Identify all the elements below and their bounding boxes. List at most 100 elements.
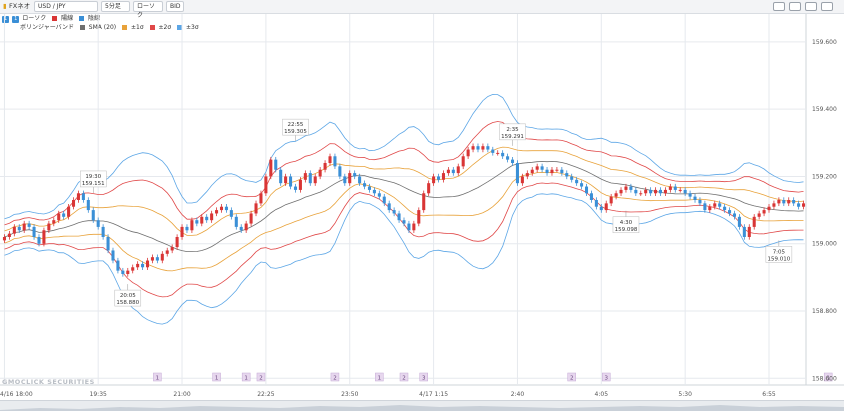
candle-up (441, 173, 445, 180)
candle-up (668, 186, 672, 190)
annotation-time: 4:30 (620, 220, 633, 226)
annotation-time: 20:05 (120, 293, 136, 299)
candle-up (259, 193, 263, 204)
candle-down (224, 206, 228, 211)
legend-3sigma-label: ±3σ (185, 24, 199, 31)
candle-down (649, 189, 653, 194)
x-tick-label: 22:25 (257, 391, 274, 398)
x-tick-label: 23:50 (341, 391, 358, 398)
event-markers: 1 1 1 2 2 1 2 3 2 3 1 (153, 372, 833, 382)
candle-up (619, 189, 623, 194)
candle-up (219, 206, 224, 211)
candle-up (550, 169, 554, 174)
annotation-box (80, 170, 107, 188)
x-tick-label: 21:00 (173, 391, 190, 398)
candle-up (328, 156, 332, 163)
candle-up (417, 210, 421, 224)
event-marker (241, 372, 251, 382)
candle-up (145, 260, 150, 268)
candle-down (185, 226, 189, 231)
draw-line-icon[interactable] (773, 2, 785, 11)
legend-tag[interactable]: 1 (12, 16, 20, 23)
candle-down (723, 206, 727, 211)
candle-up (254, 203, 258, 214)
candle-up (47, 223, 51, 231)
candle-down (27, 223, 31, 227)
candle-up (175, 237, 179, 248)
candle-up (614, 193, 618, 197)
legend-down-label: 陰線 (87, 15, 100, 22)
candle-down (279, 169, 283, 184)
candle-up (678, 189, 682, 191)
timeframe-select[interactable]: 5分足 (101, 1, 130, 12)
candle-down (737, 216, 741, 227)
currency-pair-select[interactable]: USD / JPY (34, 1, 98, 12)
candle-down (486, 146, 490, 150)
legend-2sigma-label: ±2σ (158, 24, 172, 31)
event-marker-label: 2 (259, 376, 263, 382)
event-marker-label: 1 (378, 376, 382, 382)
candle-down (397, 213, 401, 221)
candle-up (190, 220, 194, 231)
annotation-price: 159.305 (284, 129, 307, 135)
candle-down (111, 250, 115, 261)
lower-1sigma-line (4, 171, 804, 272)
candle-down (387, 203, 391, 211)
candle-down (718, 203, 722, 207)
candle-up (57, 213, 61, 221)
candle-down (792, 200, 796, 204)
screenshot-icon[interactable] (805, 2, 817, 11)
y-tick-label: 159.000 (812, 241, 837, 248)
event-marker-label: 2 (570, 376, 574, 382)
candle-down (742, 226, 746, 237)
candle-up (170, 247, 174, 251)
candle-up (200, 216, 204, 224)
event-marker-label: 3 (604, 376, 608, 382)
indicator-icon[interactable] (789, 2, 801, 11)
settings-icon[interactable] (821, 2, 833, 11)
legend-2sigma-swatch (149, 25, 155, 30)
candle-up (52, 220, 56, 224)
event-marker-label: 1 (826, 376, 830, 382)
event-marker (375, 372, 384, 382)
candle-down (599, 206, 603, 211)
x-tick-label: 4/16 18:00 (0, 391, 33, 398)
candle-up (802, 203, 806, 207)
event-marker (567, 372, 576, 382)
y-tick-label: 158.600 (812, 375, 837, 382)
x-tick-label: 6:55 (762, 391, 776, 398)
app-label: FXネオ (9, 2, 31, 10)
candle-up (303, 173, 307, 180)
candle-down (565, 173, 569, 177)
candle-up (22, 223, 26, 231)
candle-down (106, 237, 110, 251)
candle-up (624, 186, 628, 190)
candle-down (96, 220, 100, 227)
upper-2sigma-line (4, 121, 804, 226)
annotation-price: 158.880 (116, 300, 139, 306)
candle-up (555, 169, 559, 171)
price-side-select[interactable]: BID (166, 1, 184, 12)
candle-up (787, 200, 791, 204)
event-marker-label: 1 (215, 376, 219, 382)
legend-row-candles: 1 1 ローソク 陽線 陰線 (2, 14, 100, 23)
event-marker (823, 372, 833, 382)
candle-up (284, 176, 288, 184)
price-axis: 159.600 159.400 159.200 159.000 158.800 158.6… (812, 39, 837, 382)
annotation-time: 22:55 (288, 122, 304, 128)
chart-style-select[interactable]: ローソク (133, 1, 163, 19)
legend-1sigma-swatch (122, 25, 128, 30)
annotation-time: 19:30 (85, 174, 101, 180)
candle-up (210, 213, 214, 221)
candle-up (313, 176, 317, 184)
candle-down (570, 176, 574, 180)
candle-down (62, 213, 66, 217)
annotation-price: 159.151 (82, 181, 105, 187)
candle-down (32, 226, 36, 237)
overview-navigator[interactable] (0, 400, 844, 411)
candle-up (160, 253, 164, 261)
x-tick-label: 5:30 (678, 391, 692, 398)
legend-tag[interactable]: 1 (2, 16, 10, 23)
candle-down (634, 189, 638, 194)
